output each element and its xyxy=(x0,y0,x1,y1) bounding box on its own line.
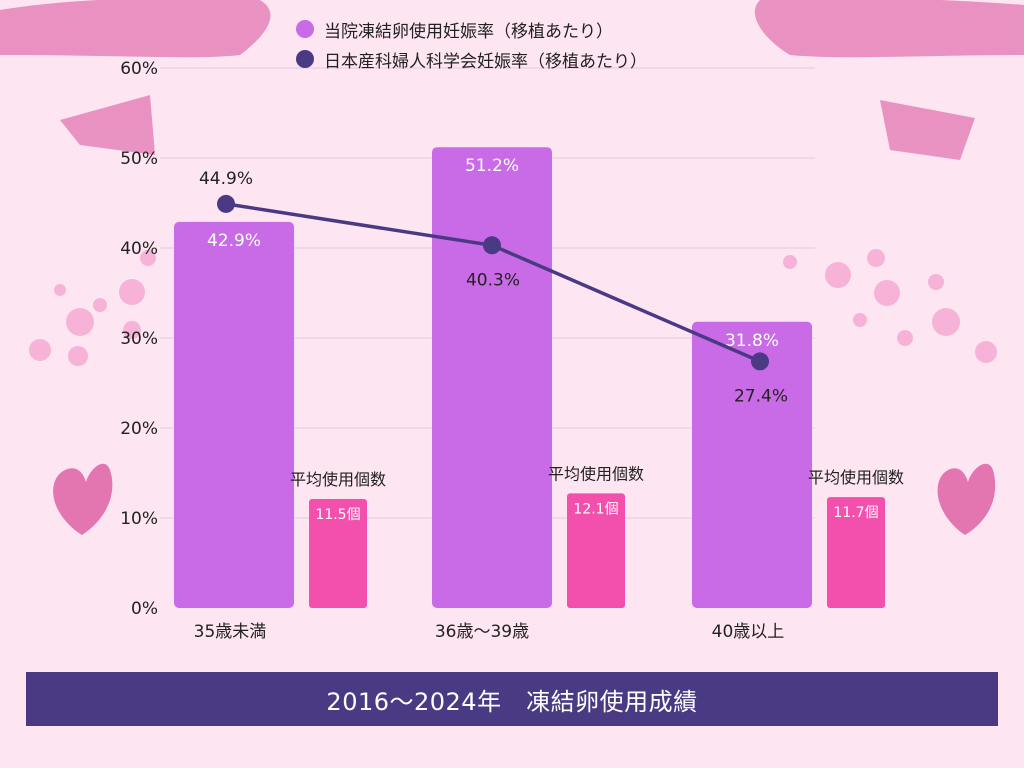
legend-swatch-national xyxy=(296,50,314,68)
bar-clinic-value-label: 31.8% xyxy=(725,331,779,351)
bar-avg-count-value-label: 12.1個 xyxy=(573,501,618,517)
avg-count-caption: 平均使用個数 xyxy=(808,468,904,487)
point-national xyxy=(751,352,769,371)
heart-icon xyxy=(937,463,996,535)
legend: 当院凍結卵使用妊娠率（移植あたり） 日本産科婦人科学会妊娠率（移植あたり） xyxy=(296,14,647,74)
bar-avg-count-value-label: 11.5個 xyxy=(315,507,360,523)
bar-clinic xyxy=(174,221,294,608)
point-national-value-label: 27.4% xyxy=(734,386,788,406)
point-national xyxy=(217,194,235,213)
y-tick-label: 30% xyxy=(120,329,158,349)
heart-icon xyxy=(53,463,113,535)
bar-clinic xyxy=(432,147,552,608)
ribbon-left-decoration xyxy=(0,0,271,155)
point-national-value-label: 40.3% xyxy=(466,270,520,290)
y-tick-label: 20% xyxy=(120,419,158,439)
avg-count-caption: 平均使用個数 xyxy=(548,464,644,483)
point-national-value-label: 44.9% xyxy=(199,169,253,189)
point-national xyxy=(483,236,501,255)
bar-avg-count xyxy=(309,499,367,608)
legend-label-national: 日本産科婦人科学会妊娠率（移植あたり） xyxy=(324,51,647,72)
bar-clinic-value-label: 42.9% xyxy=(207,231,261,251)
y-tick-label: 10% xyxy=(120,509,158,529)
bar-avg-count-value-label: 11.7個 xyxy=(833,505,878,521)
y-tick-label: 0% xyxy=(131,599,158,619)
x-tick-label: 35歳未満 xyxy=(194,622,267,642)
x-tick-label: 36歳～39歳 xyxy=(435,622,529,642)
dots-decoration xyxy=(29,249,997,366)
y-tick-label: 50% xyxy=(120,149,158,169)
legend-swatch-clinic xyxy=(296,20,314,38)
footer-title: 2016～2024年 凍結卵使用成績 xyxy=(326,687,698,716)
bar-avg-count xyxy=(567,493,625,608)
legend-label-clinic: 当院凍結卵使用妊娠率（移植あたり） xyxy=(324,21,613,42)
bar-clinic-value-label: 51.2% xyxy=(465,156,519,176)
bar-avg-count xyxy=(827,497,885,608)
bar-clinic xyxy=(692,321,812,608)
y-tick-label: 60% xyxy=(120,59,158,79)
y-tick-label: 40% xyxy=(120,239,158,259)
avg-count-caption: 平均使用個数 xyxy=(290,470,386,489)
legend-item-national: 日本産科婦人科学会妊娠率（移植あたり） xyxy=(296,44,647,74)
legend-item-clinic: 当院凍結卵使用妊娠率（移植あたり） xyxy=(296,14,647,44)
footer-title-band: 2016～2024年 凍結卵使用成績 xyxy=(26,672,998,726)
ribbon-right-decoration xyxy=(754,0,1024,160)
x-tick-label: 40歳以上 xyxy=(712,622,785,642)
